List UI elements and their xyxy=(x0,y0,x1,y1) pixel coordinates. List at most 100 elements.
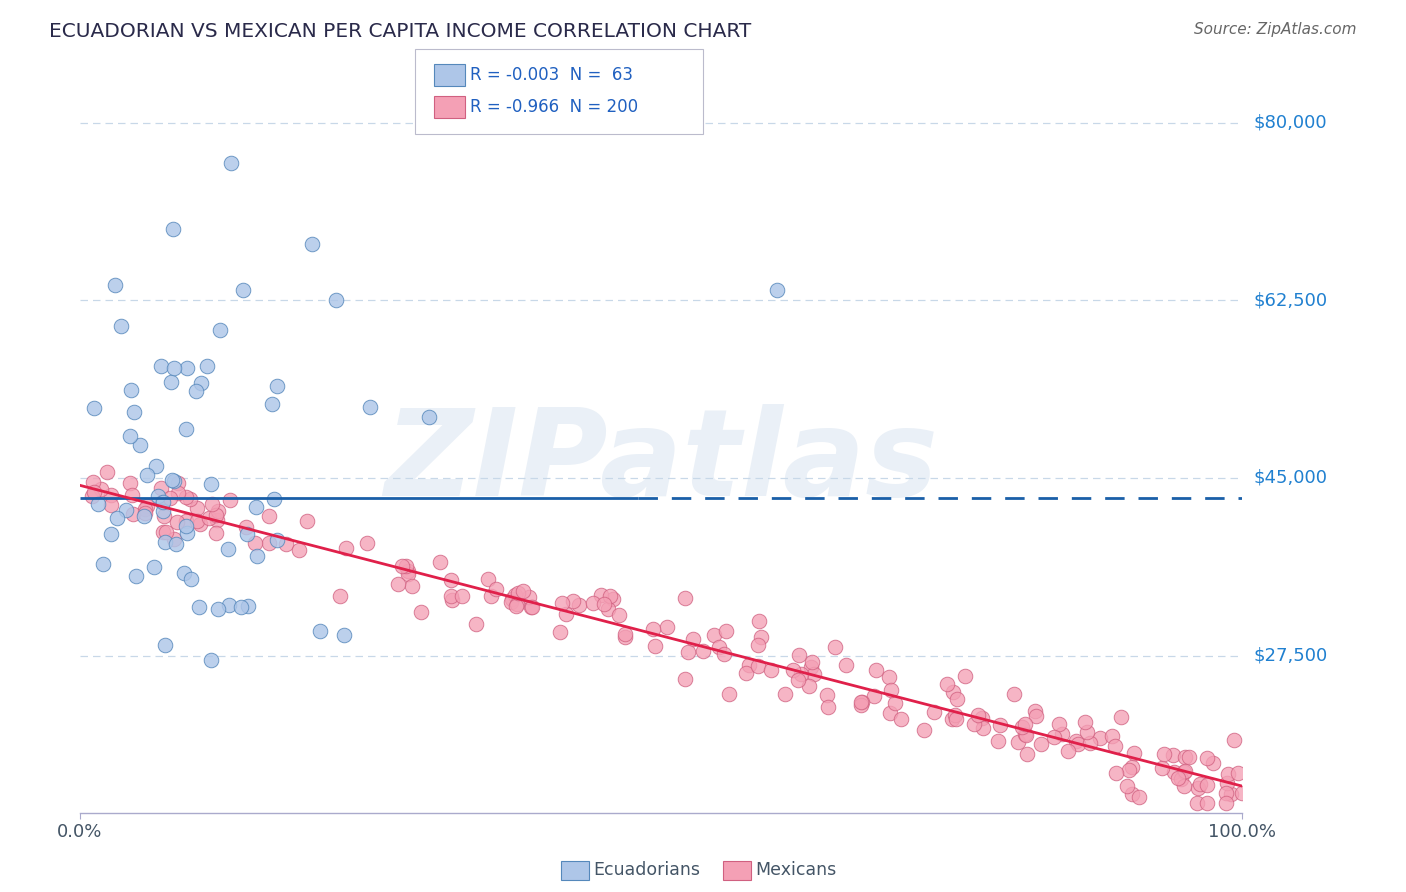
Point xyxy=(1187,796,1209,810)
Point xyxy=(1170,772,1192,786)
Point xyxy=(799,679,821,693)
Point xyxy=(135,467,157,482)
Point xyxy=(188,517,211,532)
Point xyxy=(1227,766,1250,780)
Point xyxy=(1216,767,1239,781)
Point xyxy=(409,605,432,619)
Point xyxy=(1088,731,1111,745)
Point xyxy=(200,653,222,667)
Point xyxy=(1167,771,1189,785)
Point xyxy=(115,503,138,517)
Point xyxy=(1215,786,1237,800)
Point xyxy=(150,359,173,374)
Point xyxy=(943,708,966,723)
Point xyxy=(451,589,474,603)
Point xyxy=(1188,777,1211,791)
Point xyxy=(243,536,266,550)
Point xyxy=(219,156,242,170)
Point xyxy=(418,409,440,424)
Point xyxy=(91,557,114,571)
Point xyxy=(205,525,228,540)
Point xyxy=(551,596,574,610)
Point xyxy=(849,695,872,709)
Point xyxy=(1118,763,1140,777)
Point xyxy=(1002,687,1025,701)
Point xyxy=(287,542,309,557)
Point xyxy=(110,319,132,334)
Point xyxy=(1064,734,1087,748)
Point xyxy=(149,481,172,495)
Point xyxy=(477,572,499,586)
Point xyxy=(613,626,636,640)
Point xyxy=(1014,727,1036,741)
Point xyxy=(946,692,969,706)
Point xyxy=(1220,787,1243,801)
Point xyxy=(1187,781,1209,796)
Point xyxy=(134,509,156,524)
Point xyxy=(1223,733,1246,747)
Text: $45,000: $45,000 xyxy=(1254,469,1327,487)
Point xyxy=(257,536,280,550)
Point xyxy=(817,700,839,714)
Point xyxy=(941,712,963,726)
Point xyxy=(863,689,886,703)
Point xyxy=(520,599,543,614)
Point xyxy=(673,672,696,686)
Point xyxy=(159,491,181,505)
Point xyxy=(205,508,228,523)
Point xyxy=(235,526,257,541)
Text: $62,500: $62,500 xyxy=(1254,291,1327,310)
Point xyxy=(246,549,269,564)
Point xyxy=(987,733,1010,747)
Point xyxy=(142,560,165,574)
Point xyxy=(155,524,177,539)
Point xyxy=(749,630,772,644)
Point xyxy=(512,583,534,598)
Point xyxy=(208,322,231,336)
Point xyxy=(787,673,810,687)
Point xyxy=(877,670,900,684)
Text: ZIPatlas: ZIPatlas xyxy=(384,403,938,521)
Point xyxy=(1163,764,1185,779)
Point xyxy=(82,490,104,504)
Point xyxy=(1047,716,1070,731)
Point xyxy=(714,624,737,639)
Text: R = -0.966  N = 200: R = -0.966 N = 200 xyxy=(470,98,638,116)
Point xyxy=(1015,728,1038,742)
Point xyxy=(1153,747,1175,761)
Point xyxy=(1043,730,1066,744)
Point xyxy=(924,705,946,719)
Point xyxy=(166,515,188,529)
Point xyxy=(1122,746,1144,760)
Point xyxy=(849,698,872,712)
Point xyxy=(121,488,143,502)
Point xyxy=(503,588,526,602)
Point xyxy=(207,503,229,517)
Point xyxy=(1014,717,1036,731)
Point xyxy=(465,616,488,631)
Point xyxy=(815,688,838,702)
Point xyxy=(506,597,529,611)
Point xyxy=(259,508,281,523)
Point xyxy=(120,383,142,397)
Point xyxy=(485,582,508,597)
Point xyxy=(676,645,699,659)
Point xyxy=(174,421,197,435)
Point xyxy=(890,712,912,726)
Point xyxy=(153,535,176,549)
Point xyxy=(1076,725,1098,739)
Point xyxy=(186,514,208,528)
Point xyxy=(218,598,240,612)
Point xyxy=(153,508,176,523)
Point xyxy=(235,519,257,533)
Text: Source: ZipAtlas.com: Source: ZipAtlas.com xyxy=(1194,22,1357,37)
Text: R = -0.003  N =  63: R = -0.003 N = 63 xyxy=(470,66,633,84)
Point xyxy=(160,375,183,389)
Point xyxy=(1025,709,1047,723)
Point xyxy=(440,593,463,607)
Point xyxy=(82,475,104,489)
Point xyxy=(335,541,357,555)
Point xyxy=(122,405,145,419)
Point xyxy=(152,504,174,518)
Point xyxy=(187,600,209,615)
